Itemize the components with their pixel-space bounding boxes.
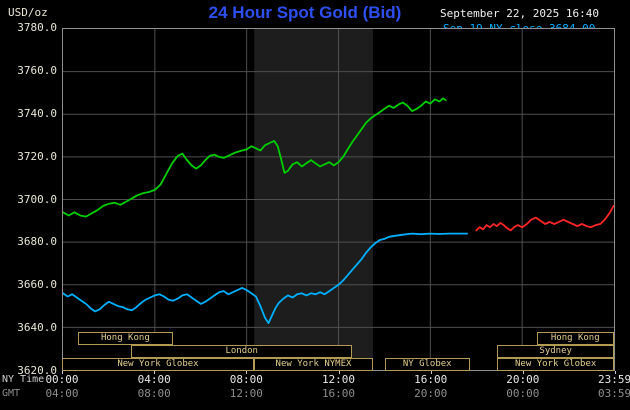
- x-axis-label-gmt: 08:00: [137, 387, 171, 400]
- x-axis-label-gmt: 16:00: [321, 387, 356, 400]
- x-axis-label-gmt: 00:00: [506, 387, 540, 400]
- x-axis-label-gmt: 04:00: [45, 387, 79, 400]
- series-line-sep21: [475, 204, 614, 232]
- session-box-sydney: Sydney: [497, 345, 614, 358]
- x-axis-label-gmt: 03:59: [598, 387, 630, 400]
- x-axis-tick: [430, 371, 432, 374]
- session-box-hong-kong: Hong Kong: [536, 332, 614, 345]
- chart-canvas: [63, 29, 614, 370]
- y-axis-label: 3720.0: [17, 149, 57, 163]
- plot-area: [62, 28, 615, 371]
- session-box-new-york-globex: New York Globex: [497, 358, 614, 371]
- y-axis-label: 3740.0: [17, 106, 57, 120]
- y-axis-label: 3700.0: [17, 192, 57, 206]
- session-box-london: London: [131, 345, 353, 358]
- x-axis-label-ny: 08:00: [229, 373, 263, 386]
- x-axis-label-ny: 04:00: [137, 373, 171, 386]
- y-axis-label: 3640.0: [17, 321, 57, 335]
- gmt-axis-caption: GMT: [2, 388, 21, 399]
- x-axis-label-ny: 16:00: [414, 373, 448, 386]
- x-axis-label-gmt: 12:00: [229, 387, 263, 400]
- x-axis-tick: [522, 371, 524, 374]
- chart-title: 24 Hour Spot Gold (Bid): [208, 3, 402, 22]
- ny-time-axis-caption: NY Time: [2, 374, 45, 385]
- session-box-ny-globex: NY Globex: [384, 358, 470, 371]
- y-axis-label: 3780.0: [17, 21, 57, 34]
- x-axis-label-ny: 12:00: [321, 373, 356, 386]
- chart-datetime: September 22, 2025 16:40: [440, 7, 599, 20]
- session-box-new-york-globex: New York Globex: [62, 358, 254, 371]
- x-axis-label-gmt: 20:00: [414, 387, 448, 400]
- series-line-sep19: [63, 232, 469, 325]
- x-axis-tick: [62, 371, 63, 374]
- x-axis-tick: [246, 371, 248, 374]
- x-axis-label-ny: 20:00: [506, 373, 540, 386]
- x-axis-tick: [154, 371, 156, 374]
- y-axis-unit-label: USD/oz: [8, 6, 48, 19]
- x-axis-label-ny: 00:00: [45, 373, 79, 386]
- x-axis-tick: [614, 371, 616, 374]
- session-box-new-york-nymex: New York NYMEX: [253, 358, 374, 371]
- y-axis-label: 3620.0: [17, 364, 57, 377]
- x-axis-tick: [338, 371, 340, 374]
- series-line-sep22: [63, 97, 447, 218]
- y-axis-label: 3760.0: [17, 63, 57, 77]
- y-axis-label: 3680.0: [17, 235, 57, 249]
- x-axis-label-ny: 23:59: [598, 373, 630, 386]
- y-axis-label: 3660.0: [17, 278, 57, 292]
- session-box-hong-kong: Hong Kong: [78, 332, 173, 345]
